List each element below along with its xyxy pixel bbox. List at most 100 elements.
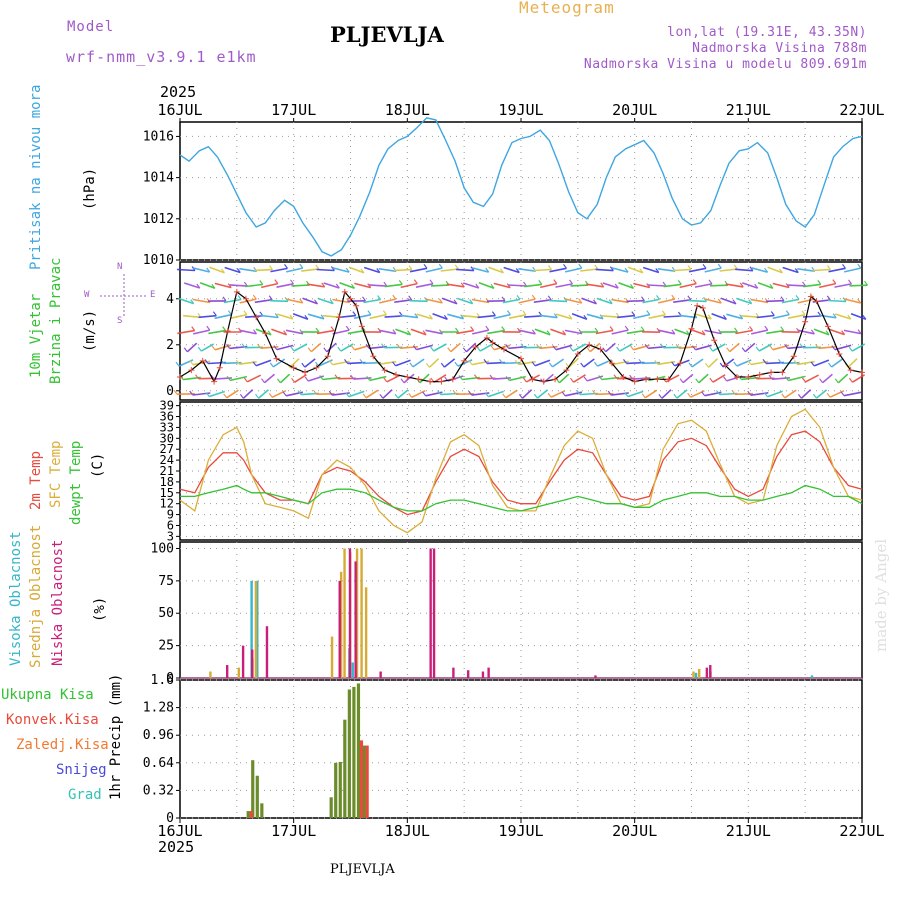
wind-barb	[688, 299, 707, 303]
wind-barb-tip	[764, 325, 769, 331]
wind-barb-tip	[795, 295, 800, 300]
wind-barb	[657, 329, 676, 335]
cloud-bar-1	[697, 668, 701, 678]
cloud-bar-1	[209, 671, 212, 678]
wind-barb	[580, 268, 598, 272]
wind-barb	[223, 298, 242, 304]
wind-barb-tip	[351, 345, 355, 351]
wind-barb-tip	[514, 359, 519, 365]
elevation-label: Nadmorska Visina 788m	[692, 41, 867, 56]
wind-barb	[412, 358, 425, 368]
wind-barb	[803, 283, 821, 288]
wind-barb	[369, 375, 387, 382]
wind-barb	[400, 282, 418, 289]
wind-barb-tip	[709, 377, 714, 383]
wind-barb-tip	[334, 374, 339, 380]
wind-barb-tip	[576, 390, 581, 395]
wind-barb	[395, 328, 411, 336]
precip-bar-0	[343, 719, 347, 818]
wind-barb-tip	[235, 359, 240, 365]
wind-barb-tip	[323, 347, 328, 353]
wind-barb-tip	[222, 296, 227, 302]
wind-barb-tip	[252, 294, 257, 300]
wind-barb	[193, 267, 210, 273]
wind-barb	[831, 358, 843, 368]
wind-barb-tip	[848, 346, 853, 352]
wind-barb-tip	[848, 279, 852, 285]
wind-barb	[502, 298, 521, 304]
wind-barb	[595, 268, 614, 272]
wind-barb	[781, 298, 800, 304]
wind-barb	[812, 299, 831, 303]
wind-barb-tip	[299, 298, 304, 304]
wind-barb-tip	[383, 377, 388, 383]
wind-gust-marker	[449, 376, 456, 383]
wind-barb	[208, 329, 226, 335]
wind-gust-marker	[824, 323, 831, 330]
wind-barb-tip	[646, 310, 651, 315]
cloud-bar-1	[339, 571, 343, 678]
wind-barb	[642, 266, 660, 274]
wind-barb	[586, 313, 604, 320]
wind-gust-marker	[438, 378, 445, 385]
city-title: PLJEVLJA	[330, 22, 444, 47]
date-label-bottom: 16JUL	[157, 822, 202, 840]
wind-barb	[224, 266, 241, 274]
wind-barb	[564, 329, 583, 335]
precip-bar-0	[362, 745, 366, 818]
wind-barb	[316, 329, 335, 335]
wind-barb	[257, 389, 270, 399]
wind-barb-tip	[345, 267, 350, 273]
wind-gust-marker	[745, 374, 752, 380]
y-tick-label-precip: 0.64	[143, 756, 174, 771]
wind-barb-tip	[763, 392, 768, 398]
wind-gust-marker	[313, 364, 320, 371]
wind-barb-tip	[252, 361, 257, 367]
wind-gust-marker	[620, 374, 627, 380]
wind-barb-tip	[414, 313, 419, 318]
wind-barb	[581, 297, 597, 305]
wind-barb-tip	[671, 329, 676, 335]
wind-barb-tip	[656, 295, 660, 300]
wind-barb	[672, 268, 692, 272]
wind-barb	[209, 266, 225, 274]
wind-barb-tip	[638, 358, 643, 364]
wind-barb	[493, 282, 511, 289]
wind-barb-tip	[607, 360, 612, 365]
wind-barb-tip	[352, 311, 357, 316]
wind-gust-marker	[847, 367, 854, 374]
wind-barb	[751, 329, 768, 335]
cloud-bar-1	[360, 548, 363, 678]
wind-barb-tip	[392, 294, 397, 300]
cloud-bar-0	[810, 675, 814, 678]
date-label-bottom: 20JUL	[612, 822, 657, 840]
y-tick-label-temp: 9	[167, 508, 174, 522]
wind-barb-tip	[269, 362, 274, 368]
wind-gust-marker	[529, 376, 536, 383]
wind-barb-tip	[686, 330, 690, 336]
wind-barb	[736, 297, 752, 305]
wind-barb	[348, 266, 365, 274]
cloud-bar-1	[692, 671, 695, 678]
wind-barb	[829, 328, 845, 336]
wind-barb-tip	[320, 314, 325, 320]
wind-barb-tip	[658, 393, 663, 399]
wind-barb-tip	[739, 282, 744, 288]
wind-barb-tip	[412, 345, 417, 350]
wind-barb-tip	[768, 374, 773, 380]
wind-barb-tip	[283, 330, 288, 336]
y-tick-label-cloud: 50	[158, 606, 174, 621]
date-label-top: 16JUL	[157, 101, 202, 119]
wind-barb	[644, 389, 658, 399]
wind-barb-tip	[563, 263, 567, 269]
wind-barb-tip	[842, 263, 846, 269]
wind-barb-tip	[593, 299, 597, 305]
wind-barb	[365, 389, 379, 399]
wind-barb-tip	[484, 392, 489, 397]
wind-barb	[698, 373, 709, 384]
wind-barb	[286, 298, 303, 304]
wind-barb-tip	[428, 314, 433, 320]
wind-barb	[704, 329, 722, 335]
wind-barb-tip	[717, 298, 722, 304]
wind-barb	[332, 267, 350, 273]
